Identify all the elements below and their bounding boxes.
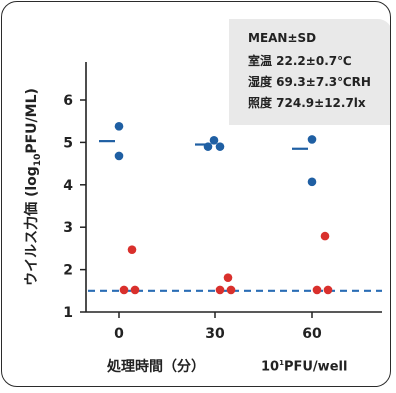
illuminance-text: 照度 724.9±12.7lx [248,96,366,110]
y-tick-label-2: 2 [63,263,73,279]
y-tick-label-5: 5 [63,135,73,151]
x-axis-label: 処理時間（分） [107,359,205,375]
unit-label: 101PFU/well [261,359,347,374]
y-axis-label: ウイルス力価 (log10PFU/ML) [21,88,43,286]
data-point-red-x30-0 [223,273,233,282]
unit-end: PFU/well [283,359,348,375]
unit-base: 10 [261,359,280,375]
y-tick-label-6: 6 [63,93,73,109]
unit-exponent: 1 [279,359,284,367]
conditions-box: MEAN±SD 室温 22.2±0.7℃ 湿度 69.3±7.3℃RH 照度 7… [229,19,390,125]
y-axis-label-end: PFU/ML) [24,88,41,154]
figure-frame: 1 2 3 4 5 6 0 30 60 MEAN±SD 室温 22.2±0.7℃ 湿度 69.3… [1,1,391,387]
y-axis-label-subscript: 10 [32,153,43,167]
y-tick-label-3: 3 [63,220,73,236]
data-point-blue-x30-2 [215,142,225,151]
data-point-blue-x30-1 [209,135,219,145]
y-tick-label-4: 4 [63,178,73,194]
data-point-red-x30-2 [226,285,236,295]
data-point-red-x60-2 [323,285,333,295]
data-point-red-x0-1 [119,285,129,295]
conditions-title: MEAN±SD [248,31,317,45]
room-temp-text: 室温 22.2±0.7℃ [248,54,352,68]
data-point-red-x60-0 [320,231,330,241]
data-point-red-x0-2 [130,285,140,295]
data-point-blue-x60-1 [307,177,317,187]
data-point-blue-x0-1 [114,151,124,161]
data-point-red-x30-1 [215,285,225,295]
y-tick-label-1: 1 [63,305,73,321]
data-point-red-x60-1 [312,285,322,295]
x-tick-label-0: 0 [114,326,124,342]
data-point-red-x0-0 [127,245,137,254]
humidity-text: 湿度 69.3±7.3℃RH [248,75,371,89]
y-axis-label-main: ウイルス力価 (log [24,166,41,286]
x-tick-label-30: 30 [205,326,225,342]
x-tick-label-60: 60 [302,326,322,342]
data-point-blue-x60-0 [307,135,317,144]
data-point-blue-x0-0 [114,121,124,131]
